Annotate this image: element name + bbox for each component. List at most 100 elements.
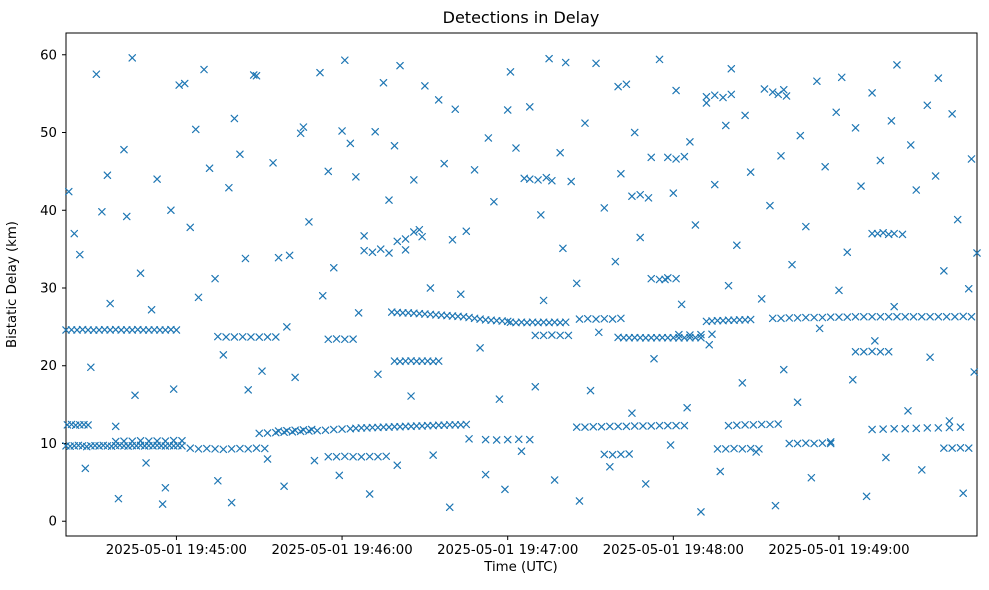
data-point: [617, 314, 625, 323]
data-point: [421, 82, 429, 90]
data-point: [252, 71, 261, 80]
data-point: [912, 424, 921, 433]
data-point: [84, 326, 92, 334]
data-point: [622, 80, 631, 89]
data-point: [843, 313, 852, 321]
data-point: [721, 445, 730, 453]
data-point: [393, 461, 402, 470]
data-point: [680, 333, 689, 342]
data-point: [241, 254, 250, 263]
data-point: [727, 90, 736, 99]
data-point: [586, 386, 595, 395]
data-point: [835, 286, 843, 295]
data-point: [647, 274, 656, 283]
data-point: [161, 437, 170, 445]
data-point: [815, 324, 824, 333]
data-point: [826, 313, 835, 321]
data-point: [291, 426, 299, 435]
data-point: [779, 365, 788, 374]
data-point: [202, 444, 211, 453]
data-point: [172, 326, 181, 334]
data-point: [639, 422, 647, 430]
data-point: [741, 316, 749, 324]
data-point: [746, 315, 755, 324]
data-point: [454, 312, 462, 321]
data-point: [111, 437, 120, 446]
data-point: [650, 354, 658, 363]
data-point: [686, 331, 694, 339]
data-point: [175, 81, 183, 89]
data-point: [84, 421, 92, 429]
data-point: [826, 438, 835, 446]
data-point: [713, 445, 722, 453]
data-point: [876, 156, 885, 165]
data-point: [103, 171, 112, 180]
data-point: [153, 437, 161, 445]
data-point: [807, 473, 816, 482]
data-point: [537, 211, 545, 219]
data-point: [721, 121, 730, 130]
data-point: [879, 425, 887, 433]
data-point: [964, 444, 973, 452]
data-point: [418, 232, 426, 241]
data-point: [746, 168, 755, 176]
data-point: [760, 85, 769, 93]
data-point: [260, 444, 269, 453]
data-point: [641, 480, 650, 488]
data-point: [418, 422, 426, 430]
data-point: [658, 333, 667, 342]
data-point: [114, 494, 123, 503]
data-point: [550, 476, 559, 484]
data-point: [371, 127, 379, 136]
data-point: [802, 313, 810, 322]
data-point: [630, 422, 639, 430]
data-point: [106, 326, 114, 334]
data-point: [672, 155, 680, 163]
data-point: [423, 357, 432, 365]
data-point: [959, 312, 967, 321]
data-point: [415, 309, 424, 318]
data-point: [617, 450, 625, 459]
data-point: [368, 248, 377, 257]
data-point: [597, 422, 606, 431]
data-point: [520, 174, 529, 183]
data-point: [492, 436, 501, 444]
data-point: [788, 260, 796, 269]
data-point: [87, 363, 95, 372]
data-point: [310, 456, 319, 465]
data-point: [757, 420, 766, 429]
data-point: [697, 330, 705, 339]
data-point: [630, 128, 639, 137]
data-point: [324, 167, 333, 176]
data-point: [909, 312, 918, 321]
data-point: [934, 312, 943, 321]
data-point: [407, 357, 415, 365]
data-point: [167, 206, 175, 215]
data-point: [423, 421, 432, 430]
data-point: [299, 426, 308, 434]
data-point: [730, 444, 738, 453]
data-point: [349, 335, 357, 343]
data-point: [415, 225, 424, 234]
data-point: [793, 439, 802, 448]
data-point: [724, 316, 733, 325]
data-point: [630, 333, 639, 342]
data-point: [365, 490, 374, 498]
data-point: [434, 357, 443, 365]
data-point: [191, 125, 200, 134]
data-point: [953, 215, 962, 224]
y-tick-label: 0: [49, 515, 57, 530]
x-tick-label: 2025-05-01 19:45:00: [106, 543, 247, 558]
data-point: [738, 379, 747, 387]
data-point: [906, 141, 915, 149]
data-point: [779, 85, 788, 94]
data-point: [727, 64, 736, 73]
data-point: [335, 471, 344, 480]
data-point: [860, 312, 868, 321]
data-point: [644, 194, 653, 202]
data-point: [346, 139, 355, 148]
data-point: [680, 421, 689, 430]
data-point: [948, 444, 956, 452]
data-point: [617, 169, 625, 178]
data-point: [156, 326, 164, 334]
